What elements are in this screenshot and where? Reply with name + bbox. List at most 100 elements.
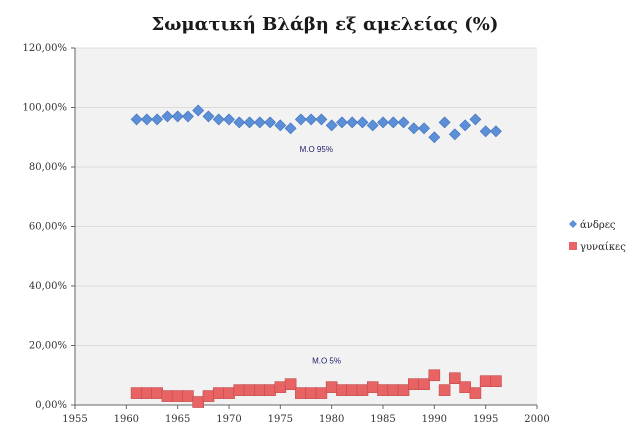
- male-point: [212, 113, 225, 126]
- male-point: [397, 116, 410, 129]
- male-point: [490, 125, 502, 138]
- x-tick-label: 1985: [370, 414, 395, 425]
- male-point: [171, 110, 184, 123]
- male-point: [356, 116, 369, 129]
- x-tick-label: 2000: [524, 414, 549, 425]
- male-point: [315, 113, 328, 126]
- female-point: [490, 375, 502, 388]
- male-point: [233, 116, 246, 129]
- female-point: [295, 387, 307, 399]
- female-point: [212, 387, 225, 399]
- female-point: [407, 378, 420, 390]
- legend-item: γυναίκες: [569, 242, 626, 253]
- data-points: [130, 104, 502, 408]
- male-point: [346, 116, 359, 129]
- female-point: [202, 390, 215, 402]
- male-point: [284, 122, 297, 135]
- male-point: [325, 119, 338, 132]
- female-point: [418, 378, 430, 390]
- female-point: [192, 396, 204, 408]
- female-point: [397, 384, 410, 396]
- female-point: [459, 381, 471, 393]
- x-tick-label: 1965: [165, 414, 190, 425]
- legend-marker: [569, 220, 577, 228]
- female-point: [161, 390, 174, 402]
- male-point: [192, 104, 205, 117]
- female-point: [130, 387, 143, 399]
- male-point: [151, 113, 164, 126]
- male-point: [253, 116, 266, 129]
- female-point: [469, 387, 482, 399]
- male-point: [274, 119, 287, 132]
- male-point: [469, 113, 482, 126]
- male-point: [418, 122, 430, 135]
- female-point: [254, 384, 266, 396]
- legend-marker: [569, 242, 577, 250]
- legend: άνδρες γυναίκες: [569, 220, 626, 253]
- male-point: [264, 116, 276, 129]
- female-point: [356, 384, 369, 396]
- female-point: [233, 384, 246, 396]
- y-tick-label: 120,00%: [23, 43, 68, 54]
- female-point: [325, 381, 338, 393]
- male-point: [336, 116, 348, 129]
- female-point: [366, 381, 379, 393]
- male-point: [377, 116, 389, 129]
- male-point: [140, 113, 153, 126]
- male-point: [202, 110, 215, 123]
- female-point: [182, 390, 194, 402]
- male-point: [223, 113, 235, 126]
- female-point: [171, 390, 184, 402]
- male-point: [243, 116, 256, 129]
- male-point: [459, 119, 472, 132]
- y-tick-label: 100,00%: [23, 103, 68, 114]
- female-point: [274, 381, 287, 393]
- x-tick-label: 1970: [216, 414, 241, 425]
- female-point: [141, 387, 153, 399]
- female-point: [479, 375, 492, 388]
- female-point: [387, 384, 400, 396]
- male-point: [182, 110, 194, 123]
- legend-item: άνδρες: [569, 220, 616, 231]
- y-axis: 0,00% 20,00% 40,00% 60,00% 80,00% 100,00% 120,…: [23, 43, 537, 411]
- x-tick-label: 1960: [114, 414, 139, 425]
- female-point: [346, 384, 359, 396]
- x-tick-label: 1975: [268, 414, 293, 425]
- female-point: [377, 384, 389, 396]
- female-point: [305, 387, 317, 399]
- male-point: [407, 122, 420, 135]
- female-point: [449, 372, 461, 385]
- legend-label: γυναίκες: [580, 242, 626, 253]
- female-point: [243, 384, 256, 396]
- female-point: [223, 387, 235, 399]
- y-tick-label: 20,00%: [29, 341, 67, 352]
- male-point: [130, 113, 143, 126]
- male-point: [438, 116, 451, 129]
- male-point: [428, 131, 441, 144]
- male-point: [387, 116, 400, 129]
- y-tick-label: 80,00%: [29, 162, 67, 173]
- male-point: [448, 128, 461, 141]
- x-tick-label: 1995: [473, 414, 498, 425]
- male-point: [305, 113, 318, 126]
- male-point: [294, 113, 307, 126]
- female-point: [336, 384, 348, 396]
- chart-title: Σωματική Βλάβη εξ αμελείας (%): [152, 14, 499, 35]
- annotation: Μ.Ο 5%: [312, 356, 341, 365]
- female-point: [428, 369, 441, 382]
- x-tick-label: 1955: [62, 414, 87, 425]
- x-tick-label: 1980: [319, 414, 344, 425]
- female-point: [438, 384, 451, 396]
- female-point: [151, 387, 163, 399]
- female-point: [284, 378, 297, 390]
- y-tick-label: 0,00%: [35, 400, 67, 411]
- female-point: [264, 384, 276, 396]
- x-tick-label: 1990: [422, 414, 447, 425]
- y-tick-label: 40,00%: [29, 281, 67, 292]
- male-point: [479, 125, 492, 138]
- y-tick-label: 60,00%: [29, 222, 67, 233]
- x-axis: 1955 1960 1965 1970 1975 1980 1985 1990 1995 2000: [62, 404, 550, 425]
- male-point: [366, 119, 379, 132]
- annotations: Μ.Ο 95% Μ.Ο 5%: [300, 145, 341, 365]
